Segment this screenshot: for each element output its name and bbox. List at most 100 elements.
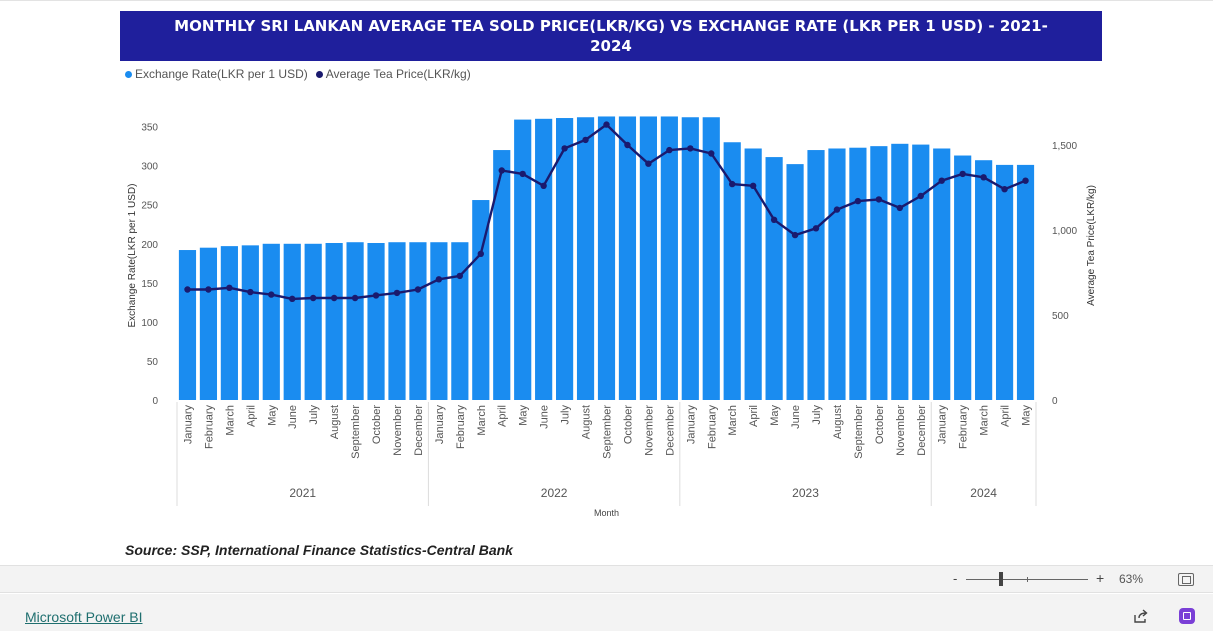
exchange-rate-bar[interactable]	[786, 164, 804, 400]
exchange-rate-bar[interactable]	[954, 155, 972, 400]
tea-price-point[interactable]	[205, 286, 212, 293]
share-icon[interactable]	[1133, 609, 1149, 624]
tea-price-point[interactable]	[854, 197, 862, 205]
exchange-rate-bar[interactable]	[681, 117, 699, 400]
exchange-rate-bar[interactable]	[472, 200, 490, 400]
x-axis-month-label: September	[350, 405, 362, 459]
tea-price-point[interactable]	[749, 182, 757, 189]
exchange-rate-bar[interactable]	[220, 246, 238, 400]
exchange-rate-bar[interactable]	[556, 118, 574, 401]
exchange-rate-bar[interactable]	[807, 150, 825, 400]
fit-to-page-icon[interactable]	[1178, 573, 1194, 586]
y-axis-tick-label: 100	[141, 318, 158, 329]
tea-price-point[interactable]	[372, 292, 380, 299]
tea-price-point[interactable]	[687, 145, 694, 152]
tea-price-point[interactable]	[603, 121, 610, 128]
tea-price-point[interactable]	[980, 174, 987, 181]
exchange-rate-bar[interactable]	[451, 242, 469, 400]
tea-price-point[interactable]	[477, 250, 484, 257]
exchange-rate-bar[interactable]	[870, 146, 888, 400]
tea-price-point[interactable]	[498, 167, 505, 174]
tea-price-point[interactable]	[729, 180, 736, 188]
exchange-rate-bar[interactable]	[241, 245, 259, 400]
exchange-rate-bar[interactable]	[933, 148, 951, 400]
exchange-rate-bar[interactable]	[576, 117, 595, 400]
x-axis-month-label: April	[497, 405, 509, 427]
tea-price-point[interactable]	[812, 225, 820, 232]
tea-price-point[interactable]	[917, 192, 924, 200]
exchange-rate-bar[interactable]	[891, 143, 909, 400]
tea-price-point[interactable]	[456, 272, 464, 280]
exchange-rate-bar[interactable]	[849, 147, 867, 400]
x-axis-month-label: July	[308, 405, 320, 425]
exchange-rate-bar[interactable]	[409, 242, 427, 400]
exchange-rate-bar[interactable]	[765, 157, 783, 400]
tea-price-point[interactable]	[582, 136, 589, 144]
power-bi-link[interactable]: Microsoft Power BI	[25, 609, 143, 625]
tea-price-point[interactable]	[184, 286, 191, 293]
legend-item-exchange-rate[interactable]: Exchange Rate(LKR per 1 USD)	[125, 67, 308, 81]
tea-price-point[interactable]	[351, 294, 359, 302]
tea-price-point[interactable]	[330, 294, 338, 302]
tea-price-point[interactable]	[1022, 177, 1029, 184]
tea-price-point[interactable]	[645, 160, 652, 167]
exchange-rate-bar[interactable]	[702, 117, 720, 400]
exchange-rate-bar[interactable]	[346, 242, 364, 400]
tea-price-point[interactable]	[896, 204, 904, 212]
open-in-new-icon[interactable]	[1179, 608, 1195, 624]
exchange-rate-bar[interactable]	[639, 116, 657, 401]
exchange-rate-bar[interactable]	[514, 119, 532, 400]
tea-price-point[interactable]	[268, 291, 275, 298]
exchange-rate-bar[interactable]	[304, 243, 322, 400]
x-axis-month-label: April	[245, 405, 257, 427]
zoom-slider-thumb[interactable]	[999, 572, 1003, 586]
exchange-rate-bar[interactable]	[199, 247, 218, 400]
tea-price-point[interactable]	[666, 146, 673, 154]
exchange-rate-bar[interactable]	[325, 243, 343, 400]
exchange-rate-bar[interactable]	[995, 164, 1014, 400]
tea-price-point[interactable]	[540, 182, 547, 189]
tea-price-point[interactable]	[226, 284, 233, 291]
exchange-rate-bar[interactable]	[723, 142, 741, 401]
bars-layer	[178, 116, 1035, 401]
tea-price-point[interactable]	[561, 145, 568, 152]
exchange-rate-bar[interactable]	[597, 116, 616, 401]
tea-price-point[interactable]	[289, 295, 296, 303]
tea-price-point[interactable]	[1001, 186, 1008, 193]
tea-price-point[interactable]	[624, 141, 631, 149]
exchange-rate-bar[interactable]	[283, 243, 301, 400]
tea-price-point[interactable]	[791, 231, 799, 239]
legend-item-tea-price[interactable]: Average Tea Price(LKR/kg)	[315, 67, 471, 81]
exchange-rate-bar[interactable]	[388, 242, 406, 400]
exchange-rate-bar[interactable]	[178, 250, 197, 400]
tea-price-point[interactable]	[708, 150, 715, 157]
tea-price-point[interactable]	[770, 216, 778, 223]
tea-price-point[interactable]	[393, 289, 401, 297]
exchange-rate-bar[interactable]	[535, 118, 553, 400]
tea-price-point[interactable]	[309, 294, 317, 302]
exchange-rate-bar[interactable]	[262, 243, 280, 400]
tea-price-point[interactable]	[414, 286, 422, 293]
exchange-rate-bar[interactable]	[828, 148, 846, 400]
zoom-slider-tick	[1027, 577, 1028, 582]
tea-price-point[interactable]	[435, 276, 443, 283]
exchange-rate-bar[interactable]	[744, 148, 762, 400]
exchange-rate-bar[interactable]	[493, 150, 511, 400]
tea-price-point[interactable]	[833, 206, 841, 213]
zoom-in-button[interactable]: +	[1096, 570, 1105, 586]
exchange-rate-bar[interactable]	[975, 160, 993, 400]
tea-price-point[interactable]	[875, 196, 883, 203]
tea-price-point[interactable]	[247, 288, 254, 296]
exchange-rate-bar[interactable]	[1016, 164, 1035, 400]
exchange-rate-bar[interactable]	[912, 144, 930, 400]
exchange-rate-bar[interactable]	[618, 116, 637, 401]
tea-price-point[interactable]	[959, 170, 966, 178]
chart-legend[interactable]: Exchange Rate(LKR per 1 USD) Average Tea…	[125, 67, 471, 81]
exchange-rate-bar[interactable]	[367, 243, 385, 400]
exchange-rate-bar[interactable]	[430, 242, 448, 400]
zoom-out-button[interactable]: -	[953, 571, 958, 586]
tea-price-point[interactable]	[938, 177, 945, 184]
exchange-rate-bar[interactable]	[660, 116, 678, 401]
x-axis-month-label: January	[685, 405, 697, 445]
tea-price-point[interactable]	[519, 170, 526, 178]
